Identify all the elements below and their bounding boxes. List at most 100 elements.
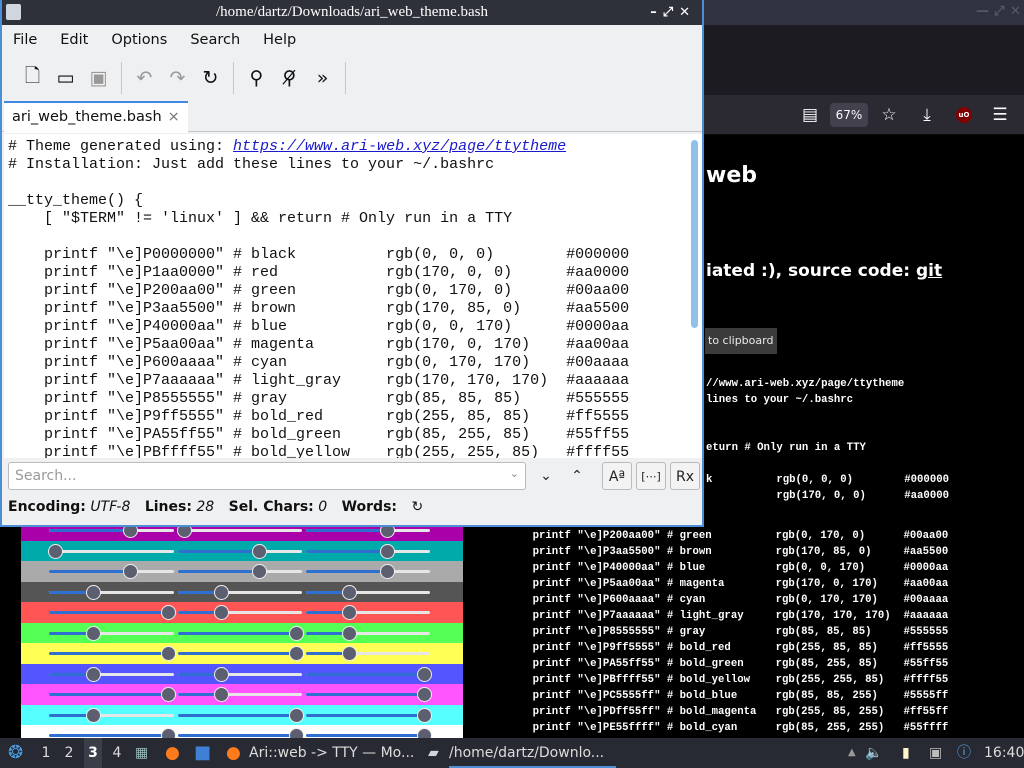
save-icon[interactable]: ▣ <box>89 66 108 89</box>
minimize-icon[interactable]: – <box>650 5 663 20</box>
slider-thumb[interactable] <box>214 605 230 620</box>
green-channel-slider[interactable] <box>178 543 302 559</box>
slider-thumb[interactable] <box>161 728 176 738</box>
red-channel-slider[interactable] <box>49 584 174 600</box>
undo-icon[interactable]: ↶ <box>136 66 153 89</box>
find-previous-icon[interactable]: ⌃ <box>571 468 583 484</box>
red-channel-slider[interactable] <box>49 666 174 682</box>
whole-word-button[interactable]: [⋯] <box>636 462 666 490</box>
menu-options[interactable]: Options <box>111 32 168 48</box>
menu-edit[interactable]: Edit <box>60 32 89 48</box>
close-icon[interactable]: ✕ <box>679 5 696 20</box>
slider-thumb[interactable] <box>251 564 267 579</box>
green-channel-slider[interactable] <box>178 564 302 579</box>
refresh-word-count-icon[interactable]: ↻ <box>411 499 424 515</box>
download-icon[interactable]: ⤓ <box>923 105 931 125</box>
green-channel-slider[interactable] <box>178 625 304 641</box>
green-channel-slider[interactable] <box>178 687 302 702</box>
green-channel-slider[interactable] <box>178 605 302 620</box>
green-channel-slider[interactable] <box>178 584 302 600</box>
maximize-icon[interactable]: ⤢ <box>662 5 680 20</box>
match-case-button[interactable]: Aª <box>602 462 632 490</box>
slider-thumb[interactable] <box>417 707 432 723</box>
bookmark-star-icon[interactable]: ☆ <box>881 105 897 125</box>
slider-thumb[interactable] <box>48 543 63 559</box>
blue-channel-slider[interactable] <box>306 687 432 702</box>
green-channel-slider[interactable] <box>178 707 304 723</box>
tray-expand-icon[interactable]: ▲ <box>848 747 856 758</box>
editor-text-area[interactable]: # Theme generated using: https://www.ari… <box>4 134 688 458</box>
tab-ari-web-theme[interactable]: ari_web_theme.bash × <box>4 101 188 133</box>
workspace-1[interactable]: 1 <box>41 745 51 761</box>
blue-channel-slider[interactable] <box>306 523 430 538</box>
menu-file[interactable]: File <box>13 32 38 48</box>
slider-thumb[interactable] <box>289 646 304 661</box>
slider-thumb[interactable] <box>214 687 230 702</box>
vertical-scrollbar[interactable] <box>688 134 702 458</box>
blue-channel-slider[interactable] <box>306 728 432 738</box>
green-channel-slider[interactable] <box>178 728 304 738</box>
task-editor[interactable]: /home/dartz/Downlo... <box>449 738 617 768</box>
slider-thumb[interactable] <box>85 707 101 723</box>
workspace-3[interactable]: 3 <box>84 738 102 768</box>
blue-channel-slider[interactable] <box>306 707 432 723</box>
blue-channel-slider[interactable] <box>306 646 430 661</box>
search-input[interactable]: Search... ⌄ <box>8 462 526 490</box>
find-icon[interactable]: ⚲ <box>249 66 264 89</box>
slider-thumb[interactable] <box>289 728 304 738</box>
slider-thumb[interactable] <box>85 584 101 600</box>
slider-thumb[interactable] <box>342 625 358 641</box>
red-channel-slider[interactable] <box>49 625 174 641</box>
slider-thumb[interactable] <box>342 646 358 661</box>
zoom-level-button[interactable]: 67% <box>830 103 868 127</box>
slider-thumb[interactable] <box>379 564 395 579</box>
blue-channel-slider[interactable] <box>306 564 430 579</box>
slider-thumb[interactable] <box>342 584 358 600</box>
slider-thumb[interactable] <box>123 564 139 579</box>
source-code-link[interactable]: git <box>915 261 943 281</box>
red-channel-slider[interactable] <box>49 687 176 702</box>
slider-thumb[interactable] <box>289 625 304 641</box>
copy-to-clipboard-button[interactable]: to clipboard <box>705 328 777 354</box>
blue-channel-slider[interactable] <box>306 625 430 641</box>
network-icon[interactable]: ▣ <box>929 745 943 761</box>
menu-search[interactable]: Search <box>190 32 241 48</box>
close-tab-icon[interactable]: × <box>167 109 180 125</box>
red-channel-slider[interactable] <box>48 543 174 559</box>
minimize-icon[interactable]: — <box>976 4 989 19</box>
regex-button[interactable]: Rx <box>670 462 700 490</box>
scrollbar-thumb[interactable] <box>691 140 698 328</box>
reader-view-icon[interactable]: ▤ <box>802 105 819 125</box>
slider-thumb[interactable] <box>417 728 432 738</box>
redo-icon[interactable]: ↷ <box>169 66 186 89</box>
blue-channel-slider[interactable] <box>306 584 430 600</box>
slider-thumb[interactable] <box>214 584 230 600</box>
red-channel-slider[interactable] <box>49 523 174 538</box>
notification-icon[interactable]: ⓘ <box>957 745 971 761</box>
ublock-icon[interactable]: uO <box>956 107 972 123</box>
clipboard-icon[interactable]: ▮ <box>902 745 910 761</box>
new-file-icon[interactable]: 🗋 <box>24 64 41 87</box>
open-folder-icon[interactable]: ▭ <box>56 66 75 89</box>
blue-channel-slider[interactable] <box>306 543 430 559</box>
red-channel-slider[interactable] <box>49 646 176 661</box>
close-icon[interactable]: ✕ <box>1010 4 1021 19</box>
volume-icon[interactable]: 🔈 <box>865 745 883 761</box>
slider-thumb[interactable] <box>251 543 267 559</box>
slider-thumb[interactable] <box>161 646 176 661</box>
green-channel-slider[interactable] <box>178 646 304 661</box>
start-menu-icon[interactable]: ❂ <box>8 742 24 763</box>
task-firefox[interactable]: Ari::web -> TTY — Mo... <box>249 745 415 761</box>
find-replace-icon[interactable]: ⚲̸ <box>282 66 297 89</box>
slider-thumb[interactable] <box>289 707 304 723</box>
reload-icon[interactable]: ↻ <box>202 66 219 89</box>
hamburger-menu-icon[interactable]: ☰ <box>992 105 1008 125</box>
slider-thumb[interactable] <box>161 605 176 620</box>
slider-thumb[interactable] <box>161 687 176 702</box>
red-channel-slider[interactable] <box>49 707 174 723</box>
desktop-icon[interactable]: ■ <box>194 742 212 763</box>
green-channel-slider[interactable] <box>178 666 302 682</box>
slider-thumb[interactable] <box>85 666 101 682</box>
red-channel-slider[interactable] <box>49 728 176 738</box>
slider-thumb[interactable] <box>214 666 230 682</box>
